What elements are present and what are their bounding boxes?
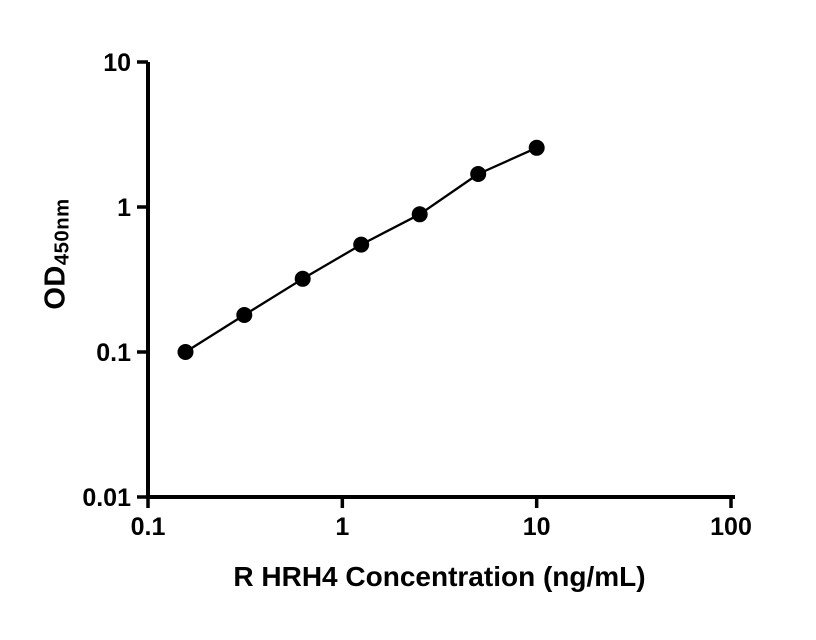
y-tick-label: 0.01: [82, 484, 131, 512]
data-point-marker: [177, 344, 194, 360]
data-point-marker: [470, 166, 487, 182]
data-point-marker: [411, 206, 428, 223]
y-tick-label: 0.1: [96, 339, 131, 367]
data-point-marker: [294, 270, 311, 287]
y-tick-label: 1: [117, 194, 131, 222]
y-tick-label: 10: [103, 49, 131, 77]
data-point-marker: [236, 307, 253, 323]
data-point-marker: [353, 236, 370, 253]
y-axis-label-subscript: 450nm: [51, 198, 74, 266]
x-tick-label: 10: [523, 513, 551, 541]
x-axis-label: R HRH4 Concentration (ng/mL): [233, 561, 646, 592]
y-axis-label-main: OD: [39, 265, 72, 310]
x-tick-label: 100: [710, 513, 752, 541]
x-tick-label: 1: [335, 513, 349, 541]
data-point-marker: [528, 139, 545, 156]
y-axis-label: OD450nm: [39, 198, 74, 309]
x-tick-label: 0.1: [131, 513, 166, 541]
